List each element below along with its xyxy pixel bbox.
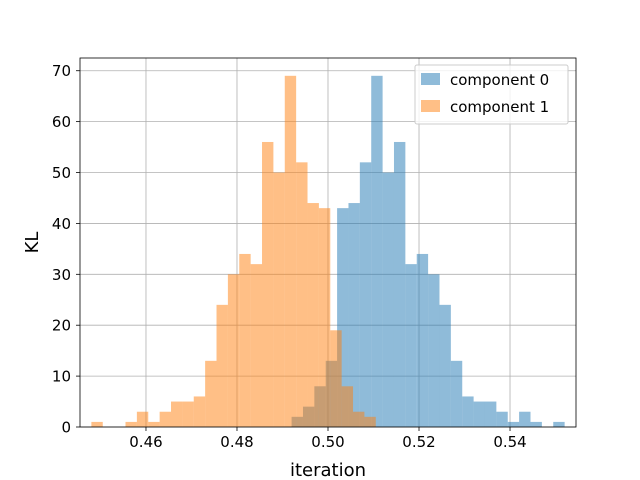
x-tick-label: 0.52 bbox=[402, 433, 435, 451]
y-axis-label: KL bbox=[22, 232, 43, 254]
histogram-bar bbox=[307, 203, 319, 427]
histogram-bar bbox=[428, 274, 440, 427]
histogram-bar bbox=[273, 172, 285, 427]
histogram-bar bbox=[439, 304, 451, 427]
histogram-bar bbox=[193, 396, 206, 427]
histogram-bar bbox=[416, 253, 429, 427]
x-axis-label: iteration bbox=[290, 460, 366, 480]
y-axis-ticks: 0 10 20 30 40 50 60 70 bbox=[52, 62, 80, 437]
histogram-bar bbox=[284, 75, 297, 428]
histogram-bar bbox=[125, 421, 137, 427]
histogram-bar bbox=[296, 162, 308, 427]
y-tick-label: 70 bbox=[52, 62, 71, 80]
histogram-bar bbox=[496, 411, 508, 427]
histogram-bar bbox=[227, 274, 240, 427]
legend-label-component-0: component 0 bbox=[450, 71, 549, 89]
x-axis-ticks: 0.46 0.48 0.50 0.52 0.54 bbox=[129, 427, 527, 451]
histogram-bar bbox=[553, 421, 565, 427]
histogram-bar bbox=[239, 253, 251, 427]
bars bbox=[91, 75, 565, 428]
x-tick-label: 0.46 bbox=[129, 433, 162, 451]
histogram-bar bbox=[341, 386, 354, 427]
histogram-bar bbox=[473, 401, 485, 427]
histogram-bar bbox=[318, 208, 331, 427]
histogram-bar bbox=[182, 401, 194, 427]
x-tick-label: 0.50 bbox=[311, 433, 344, 451]
histogram-bar bbox=[250, 264, 263, 427]
y-tick-label: 20 bbox=[52, 317, 71, 335]
histogram-bar bbox=[484, 401, 497, 427]
x-tick-label: 0.48 bbox=[220, 433, 253, 451]
histogram-bar bbox=[405, 264, 417, 427]
histogram-bar bbox=[330, 330, 342, 427]
legend-swatch-component-1 bbox=[421, 100, 440, 112]
legend: component 0 component 1 bbox=[414, 64, 569, 125]
y-tick-label: 60 bbox=[52, 113, 71, 131]
histogram-bar bbox=[462, 396, 474, 427]
histogram-bar bbox=[364, 416, 376, 427]
histogram-bar bbox=[205, 360, 217, 427]
histogram-bar bbox=[136, 411, 149, 427]
histogram-bar bbox=[216, 304, 228, 427]
y-tick-label: 30 bbox=[52, 266, 71, 284]
y-tick-label: 40 bbox=[52, 215, 71, 233]
histogram-bar bbox=[393, 141, 406, 427]
histogram-bar bbox=[519, 411, 531, 427]
histogram-bar bbox=[171, 401, 183, 427]
histogram-bar bbox=[450, 360, 463, 427]
x-tick-label: 0.54 bbox=[493, 433, 526, 451]
series-1-bars bbox=[91, 75, 376, 428]
y-tick-label: 0 bbox=[61, 419, 71, 437]
histogram-bar bbox=[91, 421, 103, 427]
histogram-bar bbox=[348, 203, 360, 427]
legend-swatch-component-0 bbox=[421, 73, 440, 85]
histogram-bar bbox=[359, 162, 372, 427]
histogram-bar bbox=[337, 208, 349, 427]
y-tick-label: 50 bbox=[52, 164, 71, 182]
legend-label-component-1: component 1 bbox=[450, 98, 549, 116]
histogram-bar bbox=[507, 421, 520, 427]
histogram-bar bbox=[353, 411, 365, 427]
histogram-bar bbox=[262, 141, 274, 427]
histogram-bar bbox=[530, 421, 542, 427]
histogram-bar bbox=[371, 75, 383, 428]
y-tick-label: 10 bbox=[52, 368, 71, 386]
histogram-bar bbox=[382, 172, 394, 427]
legend-frame bbox=[414, 64, 569, 125]
histogram-bar bbox=[148, 421, 160, 427]
histogram-bar bbox=[159, 411, 172, 427]
